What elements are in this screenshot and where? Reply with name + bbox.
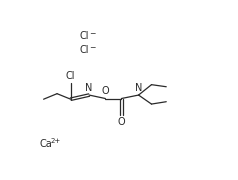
Text: O: O [118,117,125,127]
Text: N: N [85,83,93,93]
Text: Cl: Cl [79,31,89,41]
Text: −: − [89,29,95,38]
Text: Ca: Ca [40,139,53,149]
Text: 2+: 2+ [51,138,61,145]
Text: Cl: Cl [79,45,89,55]
Text: N: N [135,83,142,93]
Text: Cl: Cl [66,71,75,81]
Text: O: O [102,86,109,96]
Text: −: − [89,43,95,52]
